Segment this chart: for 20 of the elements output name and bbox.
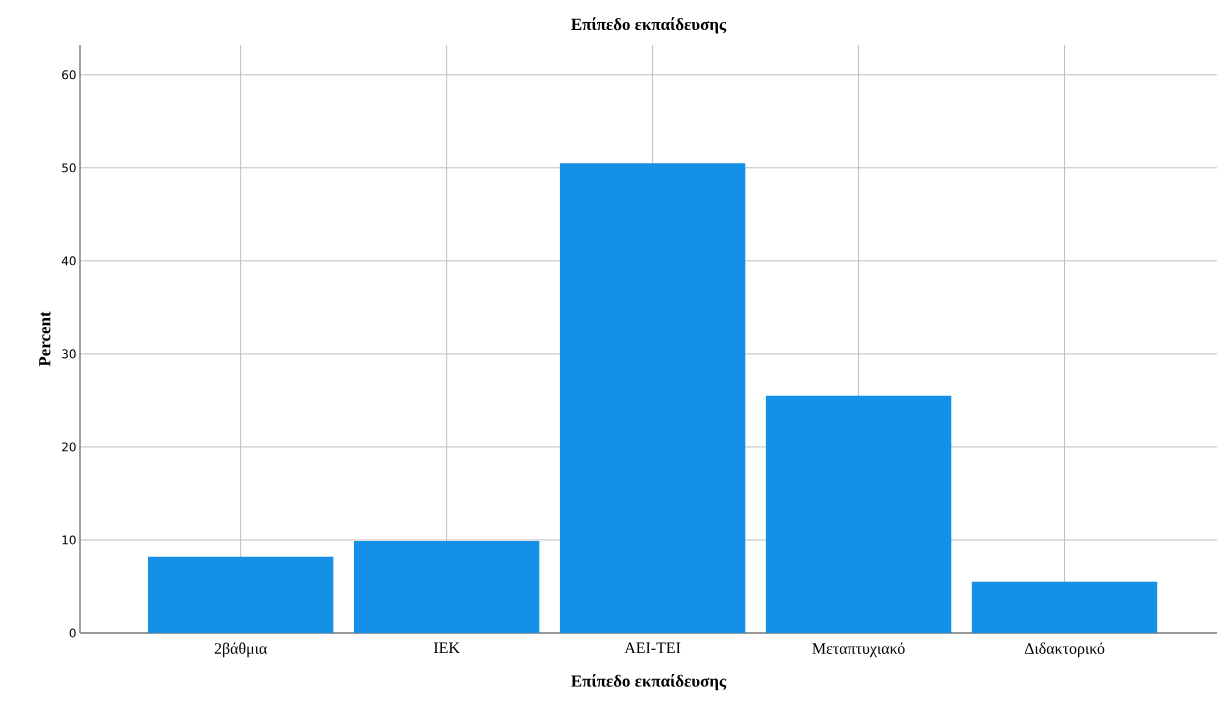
bar xyxy=(971,581,1158,633)
chart-title: Επίπεδο εκπαίδευσης xyxy=(571,17,727,34)
y-tick-label: 20 xyxy=(62,442,76,452)
bar xyxy=(353,540,540,633)
bar xyxy=(147,556,334,633)
bar xyxy=(765,395,952,633)
y-tick-label: 60 xyxy=(62,70,76,80)
x-tick-label: Μεταπτυχιακό xyxy=(812,642,905,658)
x-tick-label: ΙΕΚ xyxy=(433,642,460,653)
x-tick-label: 2βάθμια xyxy=(214,642,267,658)
y-tick-label: 50 xyxy=(62,163,76,173)
bar xyxy=(559,163,746,633)
x-axis-title: Επίπεδο εκπαίδευσης xyxy=(571,674,727,691)
y-tick-label: 30 xyxy=(62,349,76,359)
y-tick-label: 40 xyxy=(61,256,76,266)
y-tick-label: 0 xyxy=(69,628,76,638)
y-axis-title: Percent xyxy=(39,311,51,367)
x-tick-label: ΑΕΙ-ΤΕΙ xyxy=(624,642,681,654)
y-tick-label: 10 xyxy=(62,535,76,545)
x-tick-label: Διδακτορικό xyxy=(1024,642,1105,658)
